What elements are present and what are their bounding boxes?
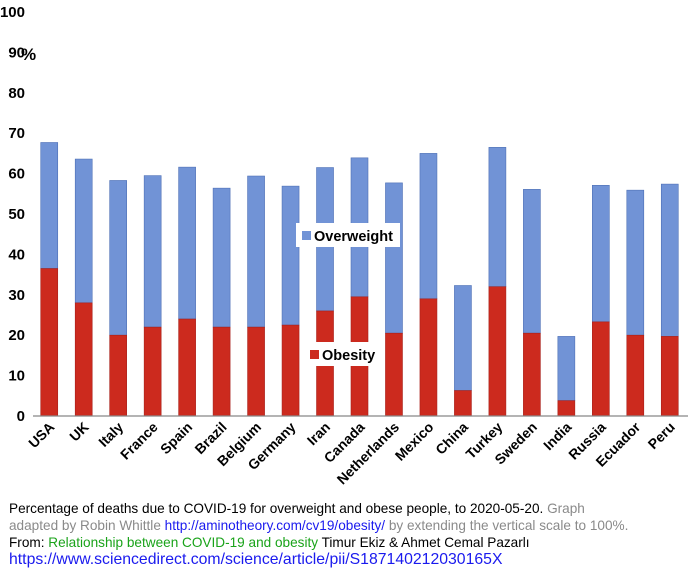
caption-scale-note: by extending the vertical scale to 100%.: [388, 518, 629, 533]
caption: Percentage of deaths due to COVID-19 for…: [9, 500, 697, 568]
x-tick-label: France: [117, 419, 161, 463]
caption-from: From:: [9, 535, 45, 550]
bar-obesity: [419, 298, 438, 417]
caption-line-3: From: Relationship between COVID-19 and …: [9, 534, 697, 551]
bar-overweight: [178, 166, 196, 320]
caption-graph-word: Graph: [547, 501, 585, 516]
bar-obesity: [385, 332, 403, 417]
y-tick-label: 10: [8, 368, 25, 385]
sciencedirect-link[interactable]: https://www.sciencedirect.com/science/ar…: [9, 551, 503, 568]
legend: Overweight Obesity: [296, 223, 400, 366]
x-axis-labels: USA UK ItalyFranceSpainBrazilBelgiumGerman…: [25, 418, 678, 487]
bar-obesity: [109, 334, 127, 417]
bar-overweight: [385, 182, 403, 334]
bar-obesity: [660, 336, 679, 417]
caption-adapted-by: adapted by Robin Whittle: [9, 518, 161, 533]
bar-overweight: [660, 183, 679, 337]
x-tick-label: UK: [66, 419, 92, 445]
y-tick-label: 50: [8, 206, 25, 223]
bars: [40, 142, 679, 417]
x-tick-label: Mexico: [392, 419, 437, 464]
y-tick-label: 60: [8, 166, 25, 183]
caption-line-2: adapted by Robin Whittle http://aminothe…: [9, 517, 697, 534]
legend-label: Overweight: [314, 229, 393, 245]
caption-line-4: https://www.sciencedirect.com/science/ar…: [9, 551, 697, 568]
bar-obesity: [488, 286, 507, 417]
y-tick-label: 40: [8, 246, 25, 263]
y-axis-percent-label: %: [21, 45, 36, 64]
aminotheory-link[interactable]: http://aminotheory.com/cv19/obesity/: [164, 518, 386, 533]
bar-obesity: [454, 390, 472, 417]
legend-background: [296, 223, 400, 247]
bar-obesity: [523, 332, 541, 417]
bar-overweight: [212, 187, 231, 328]
y-tick-label: 90: [8, 44, 25, 61]
bar-overweight: [592, 185, 610, 323]
legend-swatch: [310, 350, 319, 359]
y-tick-label: 80: [8, 85, 25, 102]
bar-overweight: [247, 175, 265, 328]
y-tick-label: 20: [8, 327, 25, 344]
bar-obesity: [626, 334, 645, 417]
y-tick-label: 70: [8, 125, 25, 142]
x-tick-label: Peru: [645, 419, 678, 452]
bar-overweight: [454, 285, 472, 391]
y-tick-label: 0: [17, 408, 25, 425]
bar-overweight: [488, 147, 507, 288]
caption-description: Percentage of deaths due to COVID-19 for…: [9, 501, 544, 516]
legend-label: Obesity: [322, 348, 375, 364]
bar-obesity: [212, 326, 231, 417]
legend-swatch: [302, 231, 311, 240]
bar-overweight: [523, 189, 541, 334]
y-tick-label: 100: [0, 4, 25, 21]
bar-obesity: [281, 324, 300, 417]
x-tick-label: USA: [25, 419, 57, 451]
bar-overweight: [143, 175, 162, 328]
caption-line-1: Percentage of deaths due to COVID-19 for…: [9, 500, 697, 517]
bar-overweight: [281, 185, 300, 326]
bar-obesity: [143, 326, 162, 417]
y-tick-label: 30: [8, 287, 25, 304]
bar-overweight: [419, 153, 438, 300]
bar-obesity: [40, 268, 59, 417]
y-axis-ticks: 0 10 20 30 40 50 60 70 80 90 100: [0, 4, 25, 425]
paper-title-link[interactable]: Relationship between COVID-19 and obesit…: [48, 535, 319, 550]
bar-overweight: [557, 336, 576, 401]
bar-overweight: [626, 189, 645, 336]
bar-obesity: [592, 321, 610, 417]
bar-overweight: [40, 142, 59, 269]
bar-obesity: [74, 302, 93, 417]
x-tick-label: Iran: [304, 419, 333, 448]
bar-overweight: [109, 180, 127, 336]
bar-obesity: [247, 326, 265, 417]
bar-obesity: [557, 400, 576, 417]
bar-obesity: [178, 318, 196, 417]
bar-overweight: [74, 158, 93, 304]
caption-authors: Timur Ekiz & Ahmet Cemal Pazarlı: [321, 535, 530, 550]
x-tick-label: Spain: [157, 419, 195, 457]
